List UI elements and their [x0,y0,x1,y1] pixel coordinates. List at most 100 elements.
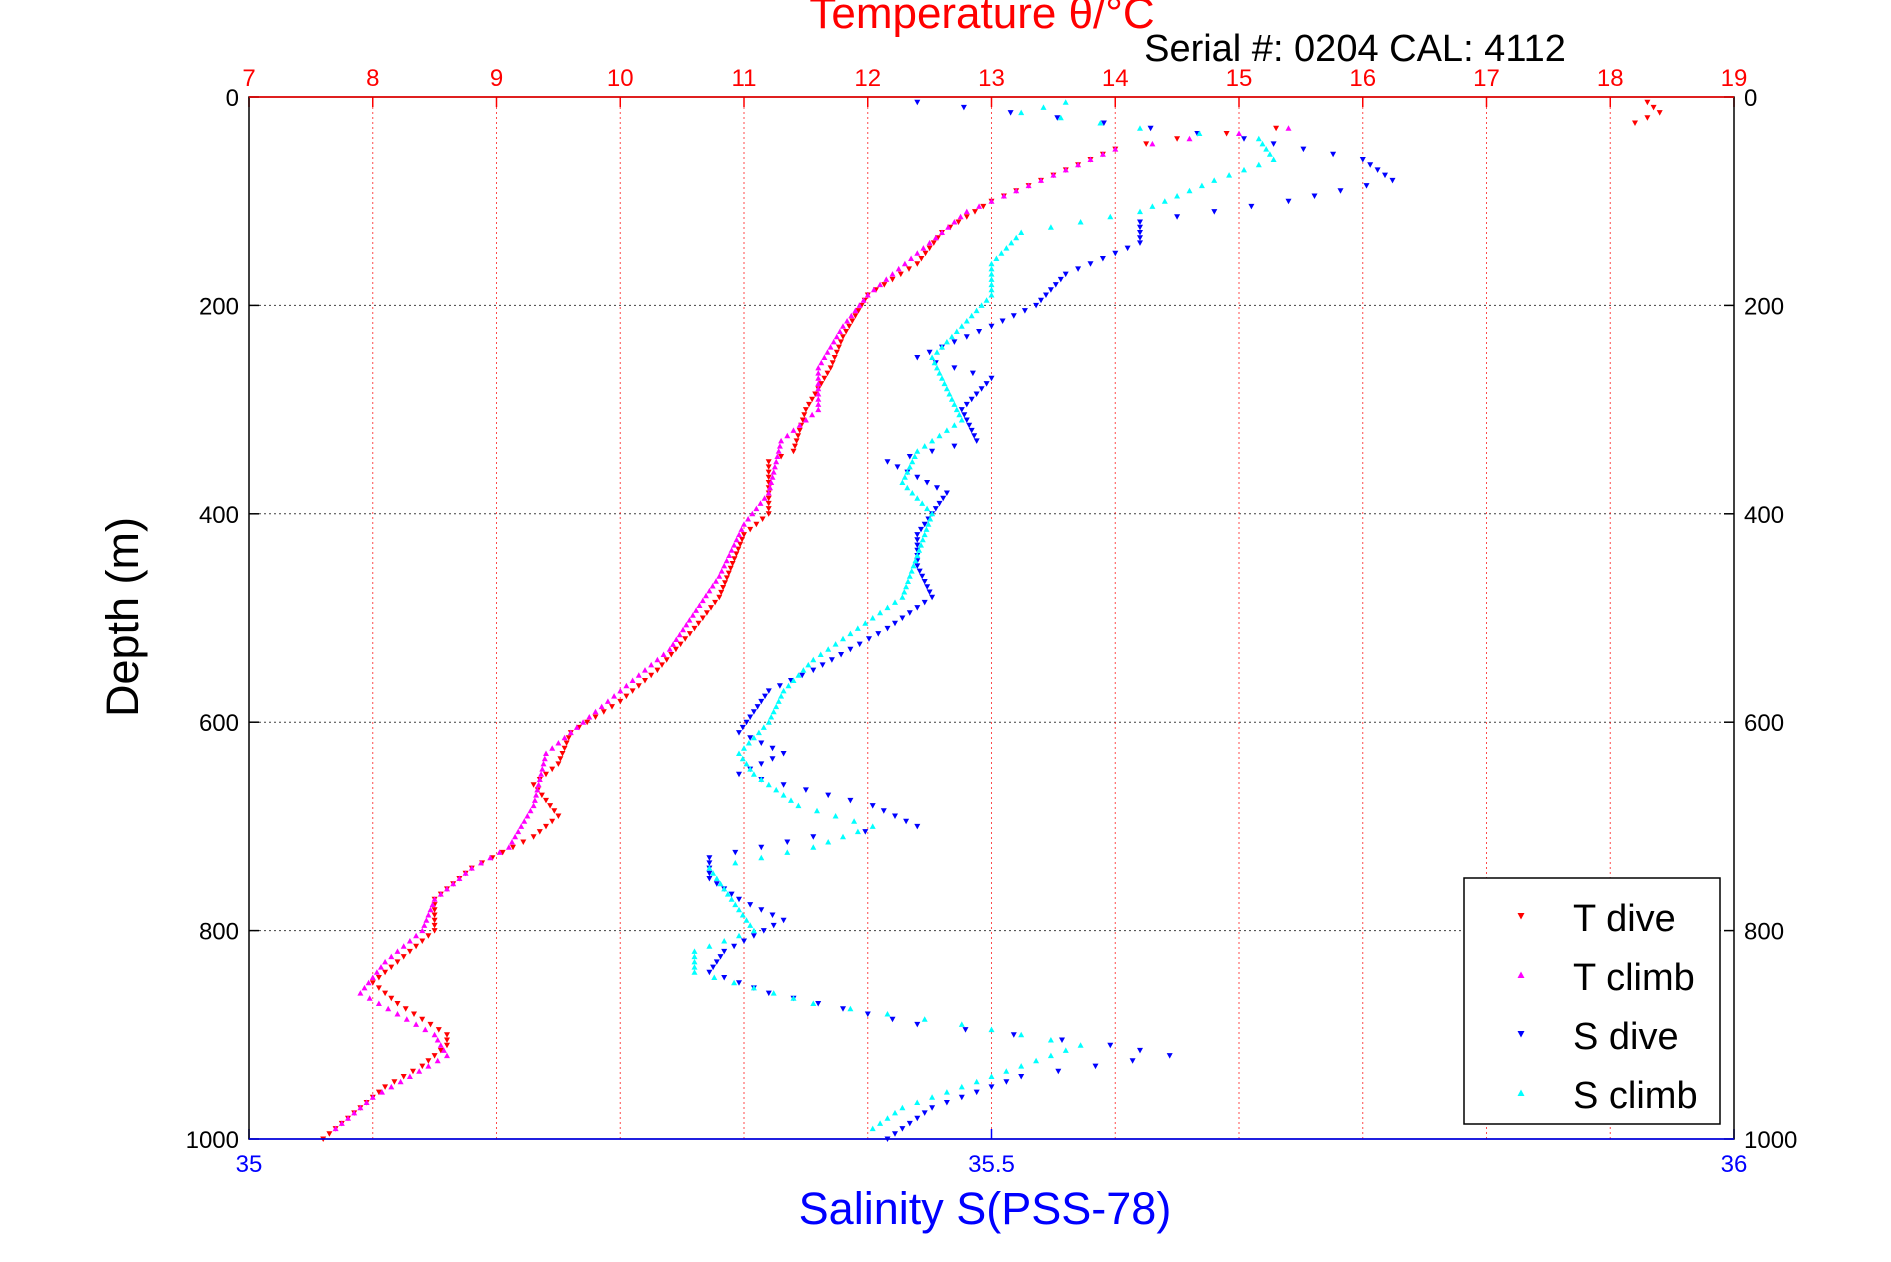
data-point [914,261,921,267]
depth-tick-label-right: 200 [1744,293,1784,320]
data-point [706,855,713,861]
data-point-interp [402,1006,409,1012]
data-point-interp [983,381,990,387]
data-point-interp [906,573,913,579]
data-point-interp [721,938,728,944]
data-point-interp [765,500,772,507]
data-point-interp [999,318,1006,324]
data-point-interp [1311,193,1318,199]
legend-box [1463,877,1721,1125]
data-point-interp [860,297,867,303]
data-point-interp [726,552,733,558]
data-point-interp [531,797,538,803]
data-point-interp [758,776,765,782]
data-point-interp [914,542,921,549]
data-point-interp [1137,1047,1143,1054]
data-point-interp [1259,140,1266,147]
data-point-interp [884,1011,891,1017]
data-point-interp [733,536,740,543]
data-point-interp [1010,313,1017,319]
data-point-interp [778,693,785,699]
data-point-interp [799,672,806,679]
data-point-interp [1143,141,1150,147]
temperature-tick-label: 7 [242,65,255,92]
data-point-interp [738,526,745,532]
data-point-interp [375,1089,382,1096]
data-point-interp [413,943,420,950]
data-point-interp [880,808,887,814]
data-point-interp [914,1099,921,1105]
data-point-interp [758,854,765,861]
data-point-interp [713,959,720,965]
data-point-interp [906,1120,913,1127]
data-point-interp [710,964,717,971]
data-point-interp [1021,308,1028,314]
data-point-interp [538,792,545,799]
data-point-interp [385,1005,392,1012]
data-point-interp [750,933,757,939]
data-point-interp [1087,261,1094,267]
depth-tick-label-right: 1000 [1744,1127,1797,1154]
data-point-interp [895,265,902,272]
data-point-interp [592,708,599,715]
data-point-interp [881,282,888,288]
data-point-interp [875,631,882,637]
depth-tick-label-left: 600 [199,710,239,737]
data-point-interp [1075,266,1082,272]
data-point-interp [561,734,568,741]
data-point-interp [1255,161,1262,168]
data-point-interp [731,542,738,548]
data-point [1186,135,1193,142]
data-point-interp [366,995,373,1001]
data-point-interp [936,370,943,376]
data-point-interp [683,621,690,628]
data-point-interp [775,698,782,704]
data-point-interp [945,224,952,230]
data-point [943,385,950,392]
legend-label-s-climb: S climb [1573,1075,1698,1117]
data-point-interp [555,740,562,746]
legend-marker-s-dive [1517,1031,1525,1038]
data-point-interp [1300,146,1307,153]
data-point-interp [931,359,938,366]
data-point-interp [1013,234,1020,241]
data-point-interp [728,891,735,898]
data-point [530,802,537,809]
data-point [810,834,817,840]
data-point-interp [897,271,904,278]
data-point-interp [817,651,824,657]
data-point-interp [540,760,547,767]
data-point [780,687,787,694]
temperature-tick-label: 15 [1226,65,1253,92]
data-point-interp [758,740,765,746]
data-point-interp [642,667,648,673]
data-point-interp [790,677,797,683]
data-point-interp [512,833,519,840]
data-point-interp [973,307,980,314]
data-point-interp [691,964,698,970]
data-point-interp [760,724,767,730]
data-point-interp [737,541,744,548]
temperature-tick-label: 18 [1597,65,1624,92]
data-point-interp [784,849,791,855]
data-point-interp [733,551,740,557]
data-point-interp [728,896,735,902]
data-point-interp [725,570,732,577]
data-point-interp [487,854,494,861]
legend-label-s-dive: S dive [1573,1016,1679,1058]
data-point [369,1094,376,1100]
data-point-interp [1644,115,1651,121]
data-point-interp [739,755,746,762]
data-point-interp [691,958,698,965]
data-point-interp [1226,172,1233,178]
data-point-interp [723,575,730,581]
data-point-interp [769,912,776,918]
data-point-interp [547,803,554,809]
data-point [854,625,861,631]
data-point-interp [1186,187,1193,194]
data-point-interp [749,510,756,517]
data-point-interp [369,974,376,980]
data-point-interp [686,631,693,637]
data-point-interp [855,308,862,314]
data-point-interp [691,953,698,960]
